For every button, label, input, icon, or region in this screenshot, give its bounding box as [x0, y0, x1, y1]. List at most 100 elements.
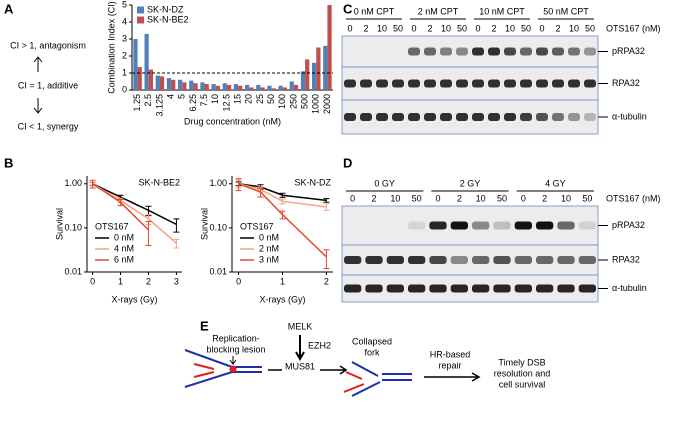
blot-band [536, 221, 554, 230]
bar [226, 84, 232, 90]
blot-band [376, 79, 388, 88]
bar [323, 45, 328, 90]
blot-band [584, 113, 596, 121]
blot-band [488, 47, 500, 56]
blot-group-label: 2 GY [460, 178, 481, 188]
x-tick-label: 1 [118, 276, 123, 286]
blot-band [344, 284, 362, 293]
bar [238, 85, 243, 90]
blot-band [584, 47, 596, 56]
arrow [33, 98, 43, 114]
blot-group-label: 10 nM CPT [479, 6, 525, 16]
error-bar [323, 249, 330, 270]
bar [159, 76, 165, 90]
bar [260, 87, 265, 90]
blot-group-label: 0 GY [374, 178, 395, 188]
bar [271, 88, 276, 90]
blot-band [568, 47, 580, 56]
bar [300, 71, 306, 90]
bar [193, 83, 198, 90]
y-tick-label: 0.10 [209, 222, 227, 232]
bar [327, 5, 332, 90]
blot-band [557, 221, 575, 230]
legend-label: 0 nM [259, 232, 279, 242]
blot-band [360, 113, 372, 121]
x-tick-label: 25 [255, 94, 265, 104]
bar [215, 85, 220, 90]
x-tick-label: 0 [236, 276, 241, 286]
legend-label: 6 nM [114, 254, 134, 264]
melk: MELK [288, 321, 313, 331]
bar [166, 78, 172, 90]
x-tick-label: 250 [288, 94, 298, 109]
collapsed-label: Collapsed [352, 336, 392, 346]
blot-band [504, 79, 516, 88]
blot-band [536, 113, 548, 121]
lane-label: 2 [363, 23, 368, 33]
outcome-label: cell survival [499, 379, 546, 389]
blot-band [584, 79, 596, 88]
y-tick-label: 0.01 [209, 266, 227, 276]
lane-label: 10 [377, 23, 387, 33]
ci-note: CI < 1, synergy [18, 121, 79, 131]
blot-band [552, 79, 564, 88]
bar [256, 84, 261, 90]
chart-title: SK-N-DZ [295, 177, 332, 187]
lane-label: 50 [393, 23, 403, 33]
blot-band [568, 113, 580, 121]
x-tick-label: 100 [277, 94, 287, 109]
lane-label: 2 [371, 193, 376, 203]
blot-band [450, 256, 468, 264]
x-tick-label: 0 [90, 276, 95, 286]
blot-band [360, 79, 372, 88]
blot-band [440, 113, 452, 121]
bar [133, 39, 138, 90]
bar [233, 84, 239, 90]
blot-row-label: α-tubulin [612, 111, 647, 121]
bar [289, 81, 294, 90]
repair-label: repair [438, 360, 461, 370]
blot-band [472, 79, 484, 88]
x-tick-label: 4 [165, 94, 175, 99]
x-tick-label: 2.5 [143, 94, 153, 107]
blot-band [472, 47, 484, 56]
arrow [229, 356, 237, 365]
error-bar [173, 218, 180, 233]
blot-band [514, 284, 532, 293]
blot-band [472, 284, 490, 293]
error-bar [117, 198, 124, 207]
legend-swatch [137, 6, 144, 14]
x-tick-label: 1.25 [132, 94, 142, 112]
blot-band [536, 284, 554, 293]
blot-band [392, 79, 404, 88]
blot-band [536, 256, 554, 264]
blot-band [456, 113, 468, 121]
lane-label: 0 [521, 193, 526, 203]
blot-band [456, 79, 468, 88]
panel-label: E [200, 318, 209, 333]
arrow [33, 56, 43, 72]
lane-label: 2 [555, 23, 560, 33]
x-tick-label: 1000 [311, 94, 321, 114]
lane-label: 2 [427, 23, 432, 33]
lesion-label: blocking lesion [206, 344, 265, 354]
blot-band [408, 47, 420, 56]
arrow [424, 372, 481, 382]
legend-label: SK-N-DZ [147, 4, 184, 14]
diagram: Replication- blocking lesion MELK EZH2 M… [184, 321, 550, 397]
blot-band [536, 47, 548, 56]
x-tick-label: 500 [299, 94, 309, 109]
lane-label: 2 [491, 23, 496, 33]
blot-band [429, 256, 447, 264]
blot-band [488, 113, 500, 121]
y-tick-label: 3 [122, 33, 127, 43]
blot-band [365, 256, 383, 264]
error-bar [235, 178, 242, 192]
lane-label: 50 [521, 23, 531, 33]
y-tick-label: 0 [122, 84, 127, 94]
bar [204, 84, 209, 90]
lane-label: 50 [582, 193, 592, 203]
blot-band [472, 221, 490, 230]
x-tick-label: 2 [146, 276, 151, 286]
